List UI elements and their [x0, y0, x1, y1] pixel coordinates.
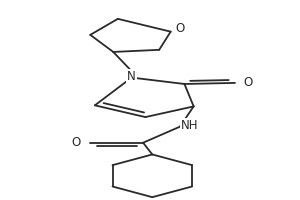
- Text: N: N: [127, 70, 136, 83]
- Text: O: O: [243, 76, 253, 89]
- Text: O: O: [175, 22, 184, 35]
- Text: O: O: [72, 136, 81, 149]
- Text: NH: NH: [181, 119, 199, 132]
